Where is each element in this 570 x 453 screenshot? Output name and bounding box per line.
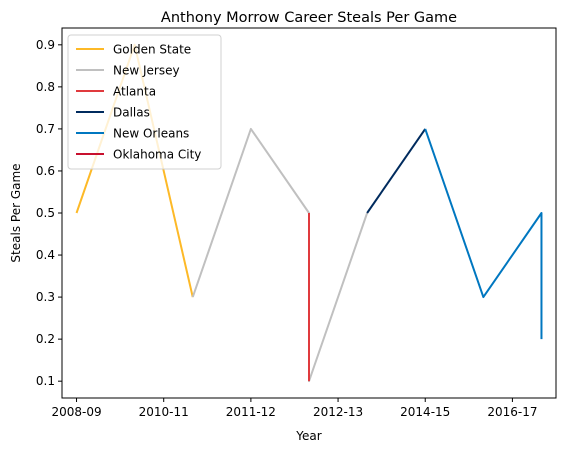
- y-axis: 0.1 0.2 0.3 0.4 0.5 0.6 0.7 0.8 0.9: [36, 38, 62, 388]
- legend: Golden State New Jersey Atlanta Dallas New O…: [67, 34, 222, 170]
- x-axis: 2008-09 2010-11 2011-12 2012-13 2014-15 2016-…: [51, 398, 537, 419]
- legend-label-3: Dallas: [113, 106, 150, 120]
- legend-label-5: Oklahoma City: [113, 148, 201, 162]
- x-tick-label: 2010-11: [139, 405, 189, 419]
- legend-label-1: New Jersey: [113, 64, 180, 78]
- y-tick-label: 0.9: [36, 38, 55, 52]
- x-axis-label: Year: [295, 429, 321, 443]
- x-tick-label: 2014-15: [400, 405, 450, 419]
- legend-box: [67, 34, 222, 170]
- y-tick-label: 0.3: [36, 290, 55, 304]
- y-tick-label: 0.4: [36, 248, 55, 262]
- y-tick-label: 0.8: [36, 80, 55, 94]
- legend-label-4: New Orleans: [113, 127, 189, 141]
- legend-label-0: Golden State: [113, 43, 191, 57]
- x-tick-label: 2011-12: [226, 405, 276, 419]
- series-line-4: [424, 128, 543, 340]
- x-tick-label: 2008-09: [51, 405, 101, 419]
- y-tick-label: 0.1: [36, 374, 55, 388]
- y-tick-label: 0.2: [36, 332, 55, 346]
- x-tick-label: 2016-17: [487, 405, 537, 419]
- y-axis-label: Steals Per Game: [9, 163, 23, 262]
- y-tick-label: 0.6: [36, 164, 55, 178]
- series-line-3: [366, 128, 427, 214]
- y-tick-label: 0.5: [36, 206, 55, 220]
- x-tick-label: 2012-13: [313, 405, 363, 419]
- y-tick-label: 0.7: [36, 122, 55, 136]
- chart-title: Anthony Morrow Career Steals Per Game: [161, 10, 457, 26]
- legend-label-2: Atlanta: [113, 85, 156, 99]
